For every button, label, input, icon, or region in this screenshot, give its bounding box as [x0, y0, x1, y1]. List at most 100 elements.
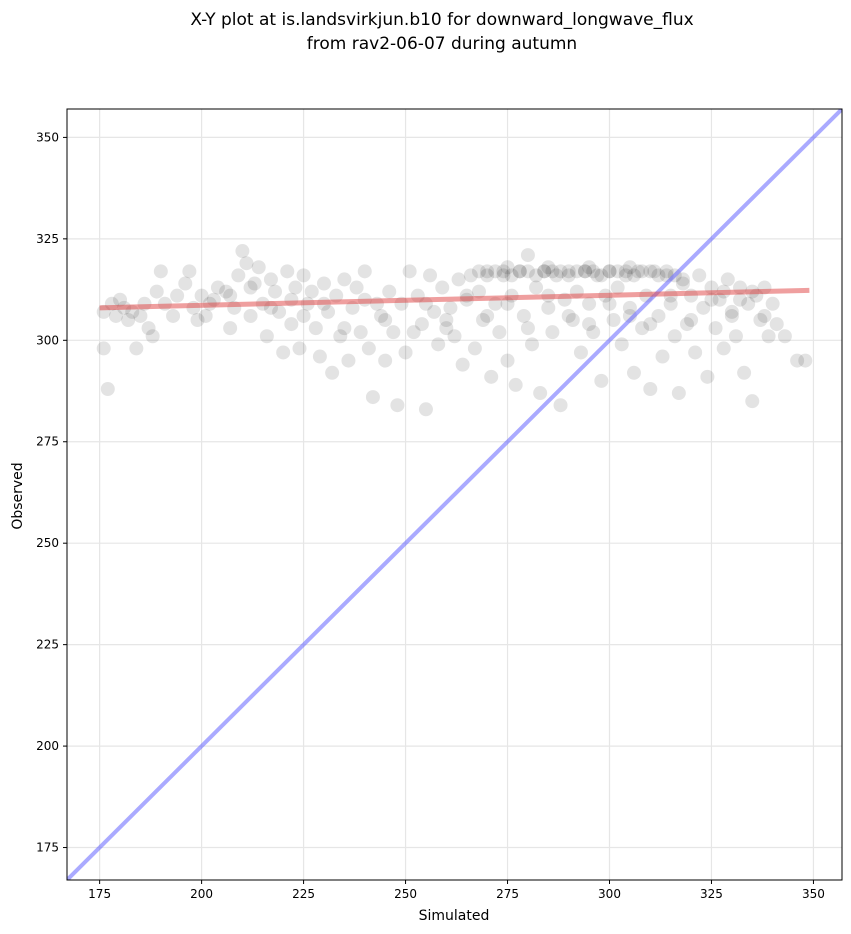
data-point: [166, 308, 181, 323]
data-point: [757, 308, 772, 323]
data-point: [741, 296, 756, 311]
data-point: [520, 321, 535, 336]
data-point: [443, 300, 458, 315]
data-point: [259, 329, 274, 344]
data-point: [333, 329, 348, 344]
data-point: [745, 394, 760, 409]
data-point: [406, 325, 421, 340]
y-tick-label: 225: [36, 638, 59, 652]
data-point: [537, 264, 552, 279]
data-point: [578, 264, 593, 279]
data-point: [390, 398, 405, 413]
data-point: [378, 313, 393, 328]
data-point: [223, 321, 238, 336]
data-point: [553, 264, 568, 279]
data-point: [663, 296, 678, 311]
data-point: [219, 284, 234, 299]
reference-lines: [67, 109, 842, 880]
data-point: [145, 329, 160, 344]
data-point: [496, 264, 511, 279]
data-point: [141, 321, 156, 336]
data-point: [724, 308, 739, 323]
data-point: [149, 284, 164, 299]
data-point: [798, 353, 813, 368]
data-point: [194, 288, 209, 303]
x-axis-label: Simulated: [419, 908, 490, 924]
data-point: [463, 268, 478, 283]
data-point: [308, 321, 323, 336]
y-tick-label: 275: [36, 435, 59, 449]
data-point: [635, 264, 650, 279]
data-point: [545, 325, 560, 340]
data-point: [178, 276, 193, 291]
data-point: [471, 264, 486, 279]
data-point: [296, 268, 311, 283]
data-point: [467, 341, 482, 356]
data-point: [643, 264, 658, 279]
data-point: [276, 345, 291, 360]
data-point: [512, 264, 527, 279]
data-point: [618, 268, 633, 283]
data-point: [133, 308, 148, 323]
data-point: [247, 276, 262, 291]
data-point: [622, 260, 637, 275]
data-point: [537, 264, 552, 279]
data-point: [610, 264, 625, 279]
data-point: [296, 308, 311, 323]
data-point: [108, 308, 123, 323]
x-tick-label: 175: [88, 887, 111, 901]
data-point: [268, 284, 283, 299]
data-point: [602, 296, 617, 311]
y-tick-label: 350: [36, 130, 59, 144]
data-point: [121, 313, 136, 328]
data-point: [386, 325, 401, 340]
data-point: [488, 264, 503, 279]
data-point: [626, 268, 641, 283]
data-point: [565, 313, 580, 328]
data-point: [508, 377, 523, 392]
data-point: [712, 292, 727, 307]
data-point: [325, 365, 340, 380]
y-tick-label: 300: [36, 333, 59, 347]
data-point: [651, 308, 666, 323]
data-point: [606, 313, 621, 328]
chart-title-line-2: from rav2-06-07 during autumn: [307, 34, 577, 54]
data-point: [484, 369, 499, 384]
data-point: [516, 308, 531, 323]
data-point: [113, 292, 128, 307]
data-point: [170, 288, 185, 303]
data-point: [790, 353, 805, 368]
regression-line: [99, 287, 810, 311]
data-point: [243, 308, 258, 323]
data-point: [353, 325, 368, 340]
data-point: [541, 300, 556, 315]
data-point: [626, 365, 641, 380]
data-point: [439, 313, 454, 328]
data-point: [96, 341, 111, 356]
data-point: [529, 268, 544, 283]
data-point: [561, 268, 576, 283]
data-point: [696, 300, 711, 315]
y-tick-label: 250: [36, 536, 59, 550]
y-tick-label: 325: [36, 232, 59, 246]
data-point: [586, 325, 601, 340]
data-point: [769, 317, 784, 332]
data-point: [210, 280, 225, 295]
data-point: [402, 264, 417, 279]
data-point: [655, 349, 670, 364]
data-point: [435, 280, 450, 295]
data-point: [525, 337, 539, 352]
data-point: [374, 308, 389, 323]
data-point: [500, 353, 515, 368]
data-point: [720, 272, 735, 287]
data-point: [288, 280, 303, 295]
data-point: [378, 353, 393, 368]
data-point: [451, 272, 466, 287]
data-point: [365, 390, 380, 405]
y-axis-label: Observed: [10, 462, 26, 529]
data-point: [337, 272, 352, 287]
data-point: [190, 313, 205, 328]
data-point: [643, 381, 658, 396]
data-point: [427, 304, 442, 319]
